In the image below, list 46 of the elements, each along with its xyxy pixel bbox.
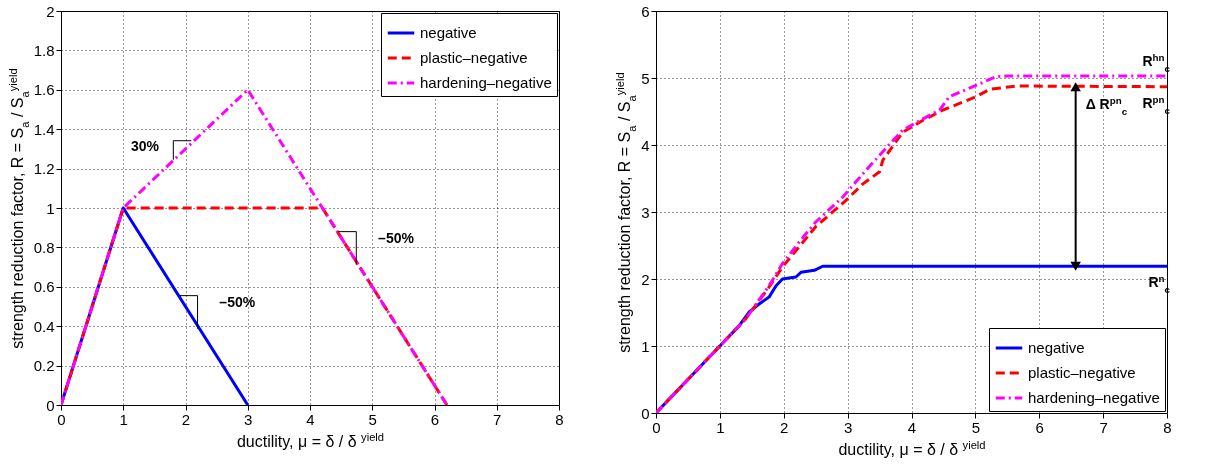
y-tick-label: 1.6	[33, 81, 55, 99]
x-axis-title: ductility, μ = δ / δ $^{yield}$	[236, 430, 385, 450]
y-tick-label: 4	[641, 136, 650, 154]
x-tick-label: 6	[1035, 418, 1044, 436]
x-tick-label: 2	[181, 410, 191, 428]
y-tick-label: 6	[641, 2, 650, 20]
x-tick-label: 0	[652, 418, 661, 436]
y-tick-label: 5	[641, 69, 650, 87]
y-tick-label: 0.6	[33, 278, 55, 296]
y-tick-label: 2	[641, 270, 650, 288]
y-tick-label: 0.2	[33, 357, 55, 375]
y-tick-label: 2	[46, 2, 55, 20]
x-tick-label: 0	[57, 410, 66, 428]
y-tick-label: 1.2	[33, 160, 55, 178]
x-tick-label: 8	[1163, 418, 1172, 436]
x-tick-label: 6	[430, 410, 440, 428]
legend-label: plastic–negative	[1028, 364, 1136, 381]
y-tick-label: 1.4	[33, 120, 55, 138]
x-tick-label: 5	[368, 410, 377, 428]
y-tick-label: 1	[46, 199, 55, 217]
legend-label: plastic–negative	[420, 49, 528, 66]
x-tick-label: 2	[780, 418, 789, 436]
x-tick-label: 4	[907, 418, 917, 436]
x-tick-label: 1	[716, 418, 725, 436]
y-tick-label: 0	[46, 396, 55, 414]
y-tick-label: 1	[641, 337, 650, 355]
x-tick-label: 5	[971, 418, 981, 436]
legend-label: negative	[420, 24, 477, 41]
x-tick-label: 7	[493, 410, 502, 428]
legend-label: hardening–negative	[420, 74, 552, 91]
annotation: –50%	[219, 293, 256, 310]
x-tick-label: 7	[1099, 418, 1108, 436]
y-tick-label: 3	[641, 203, 650, 221]
x-tick-label: 4	[306, 410, 315, 428]
annotation: –50%	[378, 229, 415, 246]
x-axis-title: ductility, μ = δ / δ $^{yield}$	[838, 438, 986, 458]
x-tick-label: 8	[555, 410, 564, 428]
x-tick-label: 3	[244, 410, 253, 428]
legend-label: negative	[1028, 339, 1085, 356]
annotation: 30%	[131, 137, 160, 154]
legend-label: hardening–negative	[1028, 389, 1160, 406]
y-tick-label: 0.4	[33, 317, 55, 335]
y-tick-label: 1.8	[33, 41, 55, 59]
y-tick-label: 0.8	[33, 238, 55, 256]
x-tick-label: 1	[119, 410, 128, 428]
x-tick-label: 3	[843, 418, 853, 436]
